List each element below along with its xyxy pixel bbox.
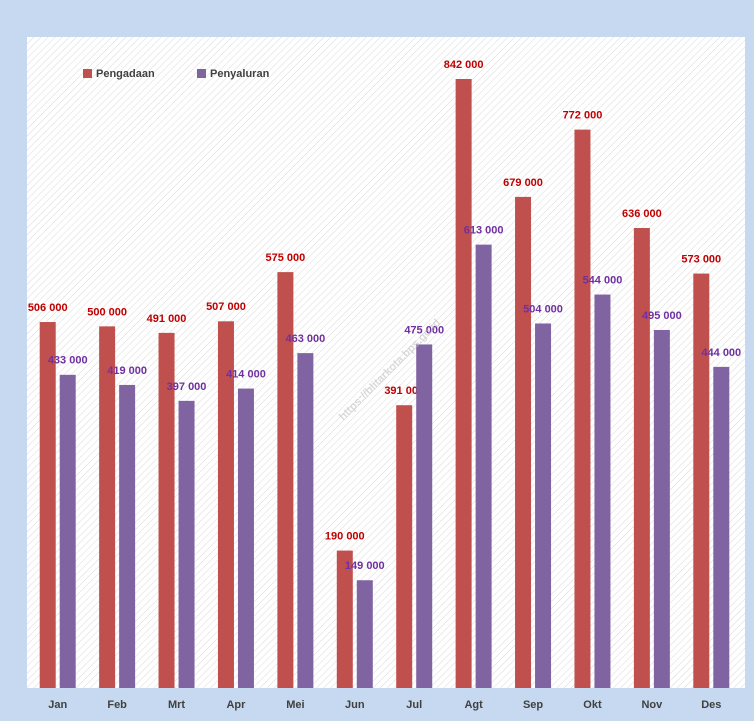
value-label: 636 000: [622, 208, 662, 220]
value-label: 463 000: [285, 333, 325, 345]
x-tick-label: Jul: [406, 699, 422, 711]
bar: [356, 580, 373, 688]
bar: [455, 79, 472, 688]
bar: [574, 129, 591, 688]
bar: [515, 196, 532, 689]
x-tick-label: Apr: [226, 699, 246, 711]
x-tick-label: Jun: [345, 699, 365, 711]
bar: [633, 227, 650, 689]
value-label: 500 000: [87, 306, 127, 318]
bar: [594, 294, 611, 688]
value-label: 397 000: [167, 381, 207, 393]
bar: [336, 550, 353, 688]
bar: [277, 272, 294, 688]
value-label: 414 000: [226, 368, 266, 380]
value-label: 507 000: [206, 301, 246, 313]
bar: [396, 405, 413, 688]
x-tick-label: Feb: [107, 699, 127, 711]
bar: [119, 384, 136, 688]
x-tick-label: Sep: [523, 699, 543, 711]
x-tick-label: Jan: [48, 699, 67, 711]
value-label: 495 000: [642, 310, 682, 322]
value-label: 391 000: [384, 385, 424, 397]
legend-label: Penyaluran: [210, 68, 270, 80]
value-label: 613 000: [464, 225, 504, 237]
x-tick-label: Des: [701, 699, 721, 711]
value-label: 149 000: [345, 560, 385, 572]
bar: [475, 244, 492, 688]
x-tick-label: Okt: [583, 699, 602, 711]
value-label: 419 000: [107, 365, 147, 377]
value-label: 575 000: [265, 252, 305, 264]
bar: [217, 321, 234, 688]
bar: [178, 400, 195, 688]
value-label: 544 000: [583, 274, 623, 286]
value-label: 491 000: [147, 313, 187, 325]
value-label: 190 000: [325, 530, 365, 542]
x-tick-label: Mei: [286, 699, 304, 711]
bar: [653, 329, 670, 688]
x-tick-label: Nov: [641, 699, 663, 711]
bar: [297, 353, 314, 688]
value-label: 573 000: [681, 253, 721, 265]
x-tick-label: Mrt: [168, 699, 185, 711]
value-label: 679 000: [503, 177, 543, 189]
value-label: 506 000: [28, 302, 68, 314]
legend-swatch: [197, 69, 206, 78]
legend-label: Pengadaan: [96, 68, 155, 80]
x-tick-label: Agt: [464, 699, 483, 711]
value-label: 772 000: [563, 110, 603, 122]
bar: [59, 374, 76, 688]
value-label: 504 000: [523, 303, 563, 315]
value-label: 433 000: [48, 355, 88, 367]
bar: [99, 326, 116, 688]
bar: [713, 366, 730, 688]
bar: [416, 344, 433, 688]
legend-swatch: [83, 69, 92, 78]
value-label: 444 000: [701, 347, 741, 359]
bar: [237, 388, 254, 688]
value-label: 842 000: [444, 59, 484, 71]
bar: [158, 332, 175, 688]
bar: [693, 273, 710, 688]
bar: [535, 323, 552, 688]
plot-hatch: [27, 37, 745, 688]
bar: [39, 322, 56, 688]
value-label: 475 000: [404, 324, 444, 336]
